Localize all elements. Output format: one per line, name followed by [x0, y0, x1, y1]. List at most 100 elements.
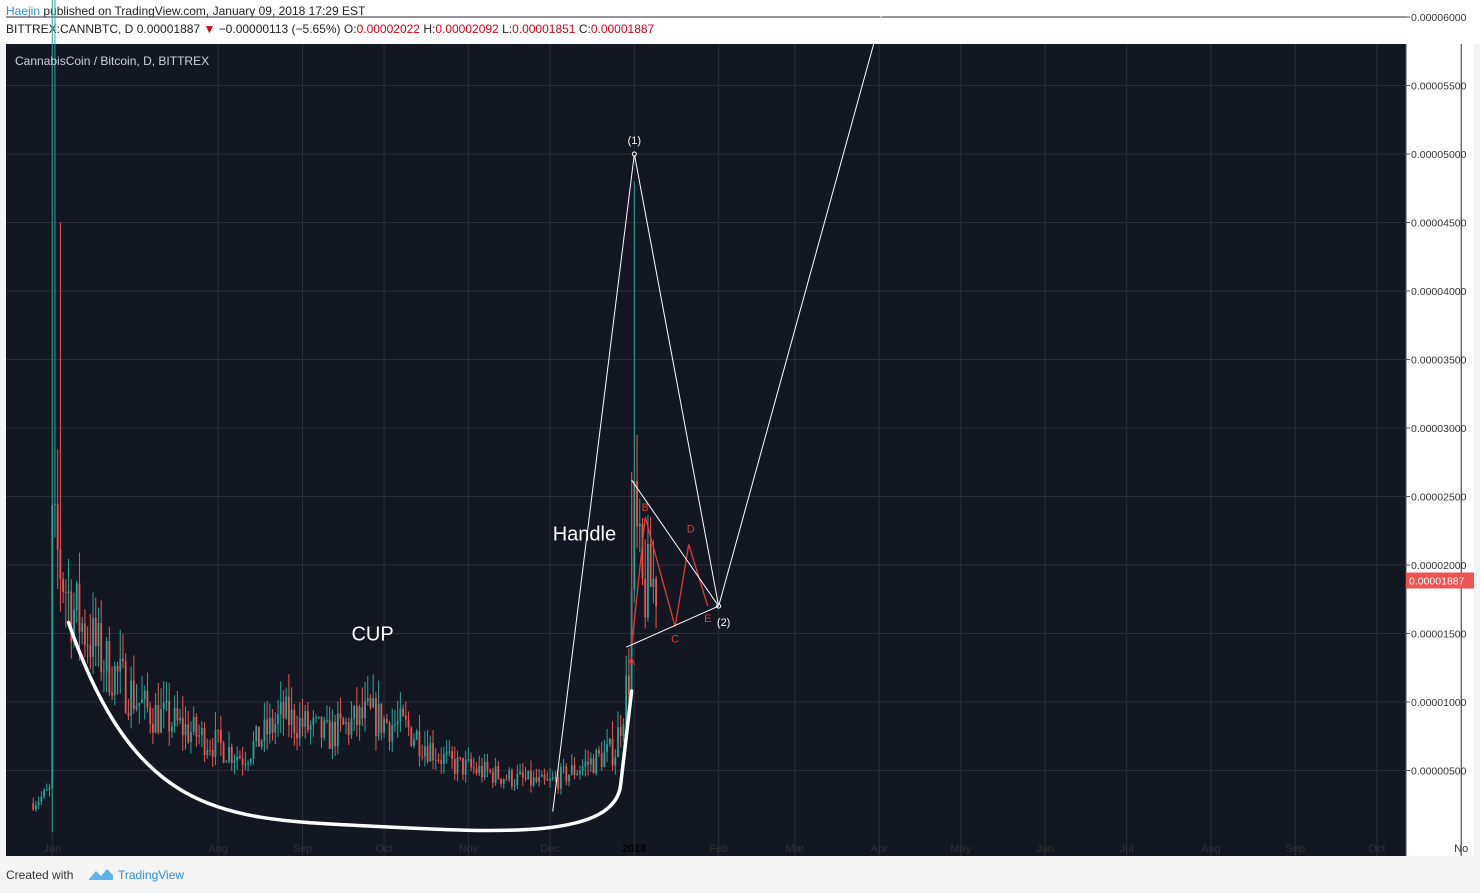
candle-body	[56, 504, 59, 550]
candle-body	[274, 724, 277, 733]
candle-body	[67, 591, 70, 593]
handle-label: Handle	[553, 523, 616, 545]
down-arrow-icon: ▼	[203, 22, 216, 36]
candle-body	[655, 578, 657, 607]
candle-body	[481, 765, 483, 778]
candle-body	[527, 770, 530, 779]
candle-body	[103, 671, 105, 673]
candle-body	[595, 750, 598, 774]
candle-body	[603, 751, 606, 768]
x-tick-label: 2018	[622, 843, 646, 855]
candle-body	[366, 698, 369, 702]
price-chart[interactable]: (1)(2)(3)(4)(5)ABCDECUPHandle10,976 Sato…	[0, 0, 1480, 860]
high-value: 0.00002092	[435, 22, 499, 36]
y-tick-label: 0.00006000	[1411, 12, 1467, 24]
candle-body	[244, 764, 247, 766]
candle-body	[540, 774, 543, 777]
author-link[interactable]: Haejin	[6, 4, 41, 18]
candle-body	[141, 699, 143, 703]
candle-body	[293, 709, 296, 733]
candle-body	[222, 743, 225, 763]
candle-body	[35, 805, 37, 810]
candle-body	[467, 759, 470, 761]
candle-body	[176, 708, 179, 721]
candle-body	[320, 716, 323, 738]
candle-body	[266, 719, 269, 735]
low-value: 0.00001851	[512, 22, 576, 36]
candle-body	[375, 698, 377, 737]
candle-body	[652, 578, 655, 587]
candle-body	[617, 727, 619, 757]
candle-body	[554, 777, 557, 779]
candle-body	[296, 732, 298, 739]
candle-body	[377, 703, 380, 737]
x-tick-label: Dec	[540, 843, 560, 855]
candle-body	[143, 690, 146, 700]
candle-body	[108, 640, 111, 693]
candle-body	[127, 712, 130, 716]
candle-body	[252, 741, 255, 760]
candle-body	[421, 756, 424, 758]
candle-body	[32, 803, 35, 810]
abcde-label: B	[642, 502, 649, 514]
current-price-label: 0.00001887	[1409, 575, 1465, 587]
candle-body	[453, 758, 456, 774]
tradingview-brand[interactable]: TradingView	[118, 868, 185, 882]
x-tick-label: Oct	[1368, 843, 1385, 855]
candle-body	[195, 716, 198, 737]
candle-body	[304, 711, 307, 727]
candle-body	[551, 777, 554, 779]
candle-body	[233, 760, 236, 763]
y-tick-label: 0.00003000	[1411, 423, 1467, 435]
x-tick-label: Nov	[459, 843, 479, 855]
candle-body	[494, 766, 497, 783]
y-axis-panel[interactable]	[1406, 44, 1474, 856]
candle-body	[396, 721, 399, 725]
candle-body	[298, 717, 301, 739]
candle-body	[546, 779, 549, 781]
x-tick-label: Jun	[1036, 843, 1054, 855]
chart-title: CannabisCoin / Bitcoin, D, BITTREX	[15, 54, 209, 68]
high-label: H:	[423, 22, 436, 36]
candle-body	[478, 765, 481, 773]
candle-body	[530, 770, 532, 786]
candle-body	[81, 623, 84, 632]
candle-body	[394, 724, 396, 726]
candle-body	[86, 644, 89, 646]
triangle-upper	[631, 479, 720, 607]
candle-body	[217, 729, 220, 731]
candle-body	[100, 622, 103, 673]
candle-body	[165, 700, 168, 703]
chart-header: Haejin published on TradingView.com, Jan…	[0, 0, 1480, 44]
quote-line: BITTREX:CANNBTC, D 0.00001887 ▼ −0.00000…	[6, 22, 654, 36]
candle-body	[225, 761, 228, 763]
candle-body	[470, 759, 473, 768]
candle-body	[402, 708, 405, 716]
candle-body	[641, 523, 644, 579]
candle-body	[236, 756, 239, 761]
symbol-label: BITTREX:CANNBTC, D	[6, 22, 134, 36]
x-tick-label: Sep	[1285, 843, 1305, 855]
candle-body	[154, 704, 157, 733]
wave-label: (1)	[628, 135, 641, 147]
candle-body	[249, 759, 252, 763]
candle-body	[516, 773, 519, 786]
tradingview-logo-icon[interactable]	[88, 866, 114, 885]
candle-body	[135, 705, 138, 710]
plot-area[interactable]	[6, 44, 1406, 856]
candle-body	[535, 777, 538, 782]
y-tick-label: 0.00002500	[1411, 492, 1467, 504]
candle-body	[497, 766, 500, 779]
candle-body	[353, 706, 356, 719]
candle-body	[426, 746, 429, 762]
candle-body	[489, 770, 492, 772]
candle-body	[355, 706, 358, 726]
candle-body	[404, 715, 407, 720]
candle-body	[228, 747, 230, 762]
candle-body	[78, 583, 81, 632]
candle-body	[157, 704, 160, 733]
candle-body	[317, 716, 320, 718]
candle-body	[277, 714, 279, 725]
candle-body	[383, 718, 385, 733]
candle-body	[268, 717, 271, 735]
